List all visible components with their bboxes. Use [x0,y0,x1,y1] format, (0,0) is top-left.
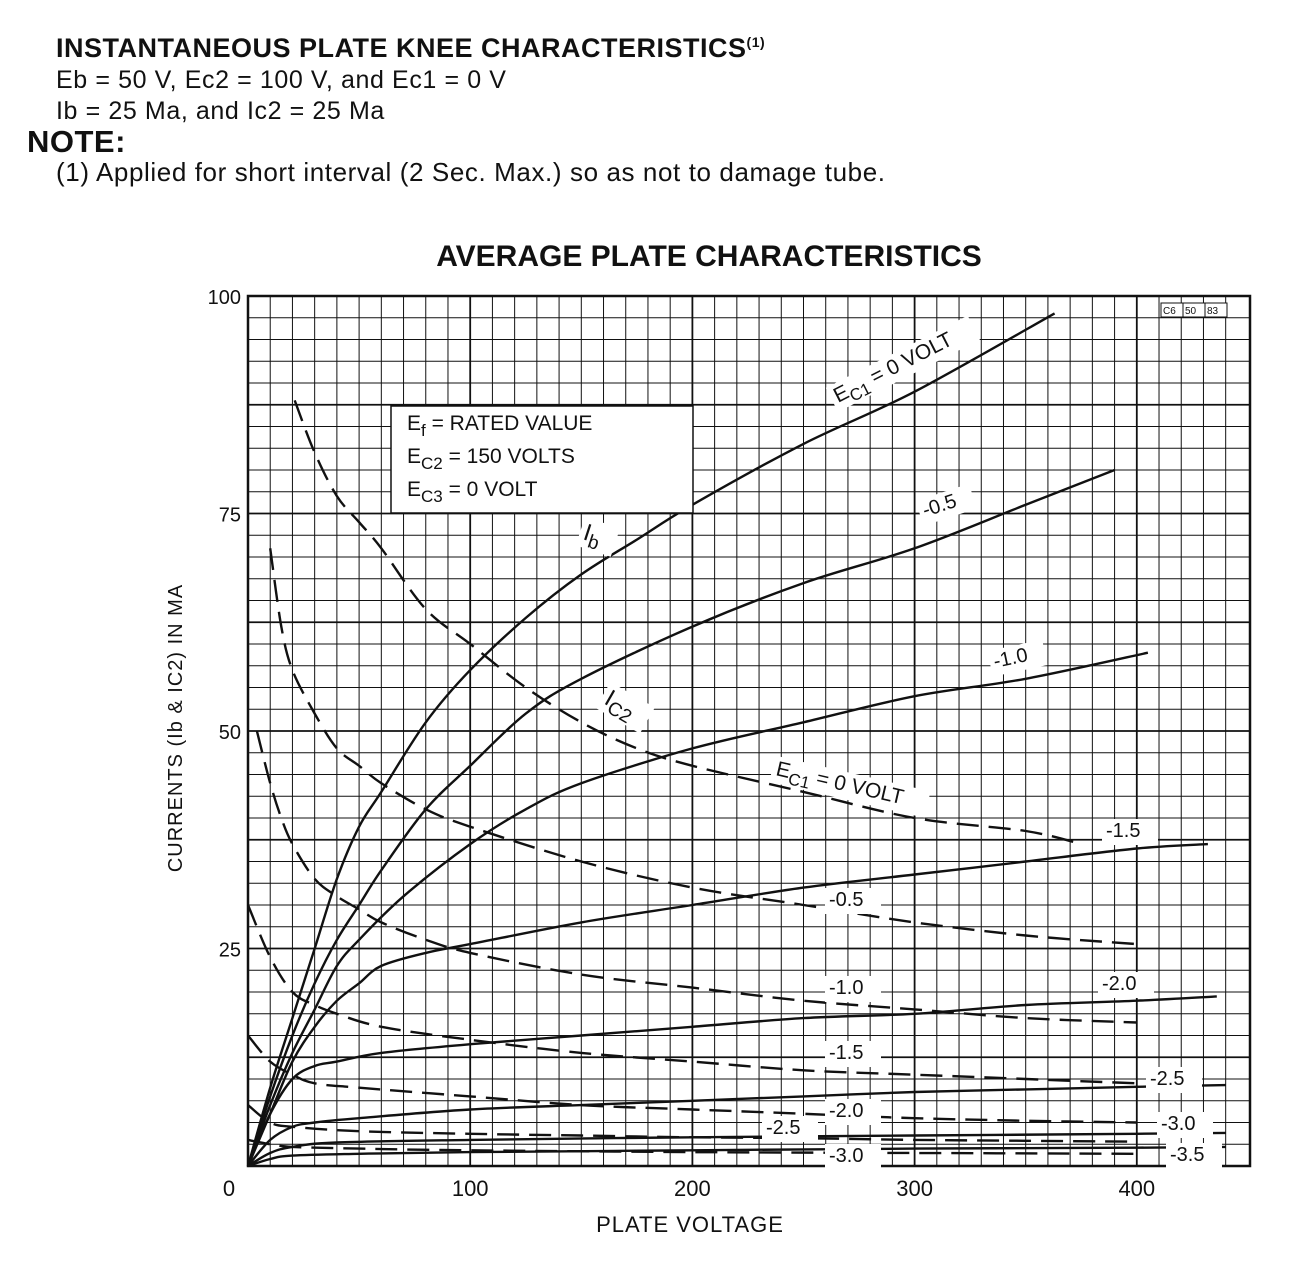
ic2-curve-13 [247,1104,1137,1143]
series-label-9: -0.5 [829,889,863,911]
ic2-curve-14 [247,1138,1137,1155]
ic2-curve-12 [247,1034,1137,1124]
x-tick-label: 100 [452,1176,489,1201]
ic2-curve-11 [246,904,1137,1085]
drawing-code-part: 50 [1185,306,1197,317]
header: INSTANTANEOUS PLATE KNEE CHARACTERISTICS… [0,0,1310,200]
series-label-1: -0.5 [920,490,960,522]
conditions-line: Ef = RATED VALUE [407,412,592,440]
series-label-1-bg [915,483,977,526]
label-ec1-0-screen-bg [769,755,931,818]
series-label-4: -2.0 [1102,973,1136,995]
y-tick-label: 100 [208,287,241,309]
y-axis-label: CURRENTS (Ib & IC2) IN MA [165,584,187,872]
chart-title: AVERAGE PLATE CHARACTERISTICS [436,240,982,273]
knee-conditions-voltages: Eb = 50 V, Ec2 = 100 V, and Ec1 = 0 V [56,66,507,94]
label-ib-bg [575,516,620,557]
ib-curve-5 [247,1083,1226,1167]
y-tick-label: 25 [219,940,241,962]
series-label-12: -2.0 [829,1100,863,1122]
series-label-12-bg [825,1099,881,1125]
ib-curve-2 [246,651,1149,1167]
x-tick-label: 300 [896,1176,933,1201]
drawing-code: C6 50 83 [1160,302,1228,318]
conditions-box: Ef = RATED VALUE EC2 = 150 VOLTS EC3 = 0 V… [390,405,694,514]
ib-curve-0 [246,312,1056,1167]
series-label-9-bg [825,888,881,914]
x-tick-label: 0 [223,1176,235,1201]
knee-characteristics-title: INSTANTANEOUS PLATE KNEE CHARACTERISTICS… [56,33,766,63]
drawing-code-part: 83 [1207,306,1219,317]
conditions-line: EC3 = 0 VOLT [407,478,538,506]
label-ec1-0-plate-bg [825,315,980,412]
knee-conditions-currents: Ib = 25 Ma, and Ic2 = 25 Ma [56,97,385,125]
conditions-box-frame [390,405,694,514]
drawing-code-frame [1160,302,1228,318]
series-label-14-bg [825,1144,881,1170]
ic2-curve-10 [255,730,1137,1024]
x-tick-label: 400 [1118,1176,1155,1201]
series-label-11-bg [825,1041,881,1067]
y-tick-label: 75 [219,505,241,527]
series-layer [246,312,1226,1168]
series-label-6-bg [1157,1112,1213,1138]
series-label-3: -1.5 [1106,820,1140,842]
label-ec1-0-plate: EC1 = 0 VOLT [830,328,959,412]
series-label-5: -2.5 [1150,1068,1184,1090]
series-label-7: -3.5 [1170,1144,1204,1166]
ic2-curve-9 [269,548,1137,946]
series-label-14: -3.0 [829,1145,863,1167]
series-label-10-bg [825,976,881,1002]
axis-ticks: 0 100 200 300 400 25 50 75 100 [208,287,1156,1201]
note-text: (1) Applied for short interval (2 Sec. M… [56,157,886,187]
label-ic2-bg [595,681,655,734]
series-label-4-bg [1098,972,1154,998]
ib-curve-4 [246,995,1217,1167]
ib-curve-7 [247,1145,1226,1168]
series-label-2-bg [987,639,1048,677]
series-label-5-bg [1146,1067,1202,1093]
y-tick-label: 50 [219,722,241,744]
plot-frame [246,294,1252,1168]
conditions-line: EC2 = 150 VOLTS [407,445,575,473]
series-label-6: -3.0 [1161,1113,1195,1135]
series-label-11: -1.5 [829,1042,863,1064]
x-axis-label: PLATE VOLTAGE [596,1212,784,1237]
ic2-curve-8 [293,399,1082,846]
ib-curve-3 [246,842,1208,1167]
series-label-7-bg [1166,1143,1222,1169]
series-label-3-bg [1102,819,1158,845]
x-tick-label: 200 [674,1176,711,1201]
series-label-13-bg [762,1116,818,1142]
footnote-ref: (1) [746,34,766,50]
note-label: NOTE: [27,124,126,159]
series-label-10: -1.0 [829,977,863,999]
drawing-code-part: C6 [1163,306,1176,317]
series-label-13: -2.5 [766,1117,800,1139]
ib-curve-1 [246,468,1116,1167]
